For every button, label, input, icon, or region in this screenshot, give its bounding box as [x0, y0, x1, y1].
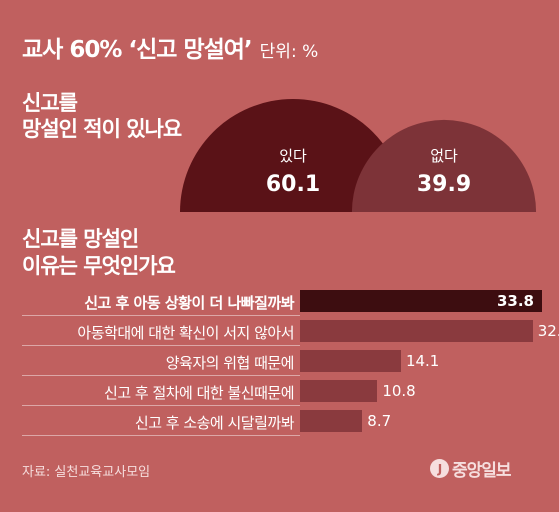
row-separator: [22, 315, 300, 316]
row-separator: [22, 345, 300, 346]
bar-value: 14.1: [405, 352, 440, 370]
semicircle-yes-label: 있다: [279, 147, 307, 165]
unit-label: 단위: %: [259, 42, 319, 62]
question-2: 신고를 망설인 이유는 무엇인가요: [22, 226, 176, 280]
title-row: 교사 60% ‘신고 망설여’ 단위: %: [22, 30, 318, 64]
bar: [300, 380, 378, 402]
bar-label: 신고 후 소송에 시달릴까봐: [134, 414, 295, 432]
bar-label: 신고 후 아동 상황이 더 나빠질까봐: [84, 294, 294, 312]
publisher-logo: J 중앙일보: [430, 456, 512, 481]
bar-value: 32.5: [537, 322, 559, 340]
question-1-line-1: 신고를: [22, 91, 78, 115]
semicircle-yes: [180, 99, 406, 212]
question-2-line-2: 이유는 무엇인가요: [22, 254, 176, 278]
row-separator: [22, 375, 300, 376]
chart-title: 교사 60% ‘신고 망설여’: [22, 37, 253, 63]
bar-label: 아동학대에 대한 확신이 서지 않아서: [77, 324, 294, 342]
row-separator: [22, 435, 300, 436]
semicircle-no-label: 없다: [430, 147, 458, 165]
bar: [300, 320, 533, 342]
question-1: 신고를 망설인 적이 있나요: [22, 90, 182, 142]
bar-label: 양육자의 위협 때문에: [165, 354, 295, 372]
semicircle-no-value: 39.9: [417, 172, 471, 197]
logo-mark: J: [430, 459, 449, 478]
question-2-line-1: 신고를 망설인: [22, 227, 139, 251]
bar-value: 33.8: [496, 292, 534, 310]
semicircle-no: [351, 119, 537, 212]
semicircle-yes-value: 60.1: [266, 172, 320, 197]
bar: [300, 350, 401, 372]
question-1-line-2: 망설인 적이 있나요: [22, 117, 182, 141]
bar: [300, 410, 363, 432]
row-separator: [22, 405, 300, 406]
bar: [300, 290, 542, 312]
source-note: 자료: 실천교육교사모임: [22, 465, 151, 480]
bar-label: 신고 후 절차에 대한 불신때문에: [104, 384, 294, 402]
logo-text: 중앙일보: [452, 461, 512, 481]
bar-value: 10.8: [382, 382, 416, 400]
semicircle-chart: 있다 60.1 없다 39.9: [180, 99, 537, 212]
bar-value: 8.7: [367, 412, 392, 430]
